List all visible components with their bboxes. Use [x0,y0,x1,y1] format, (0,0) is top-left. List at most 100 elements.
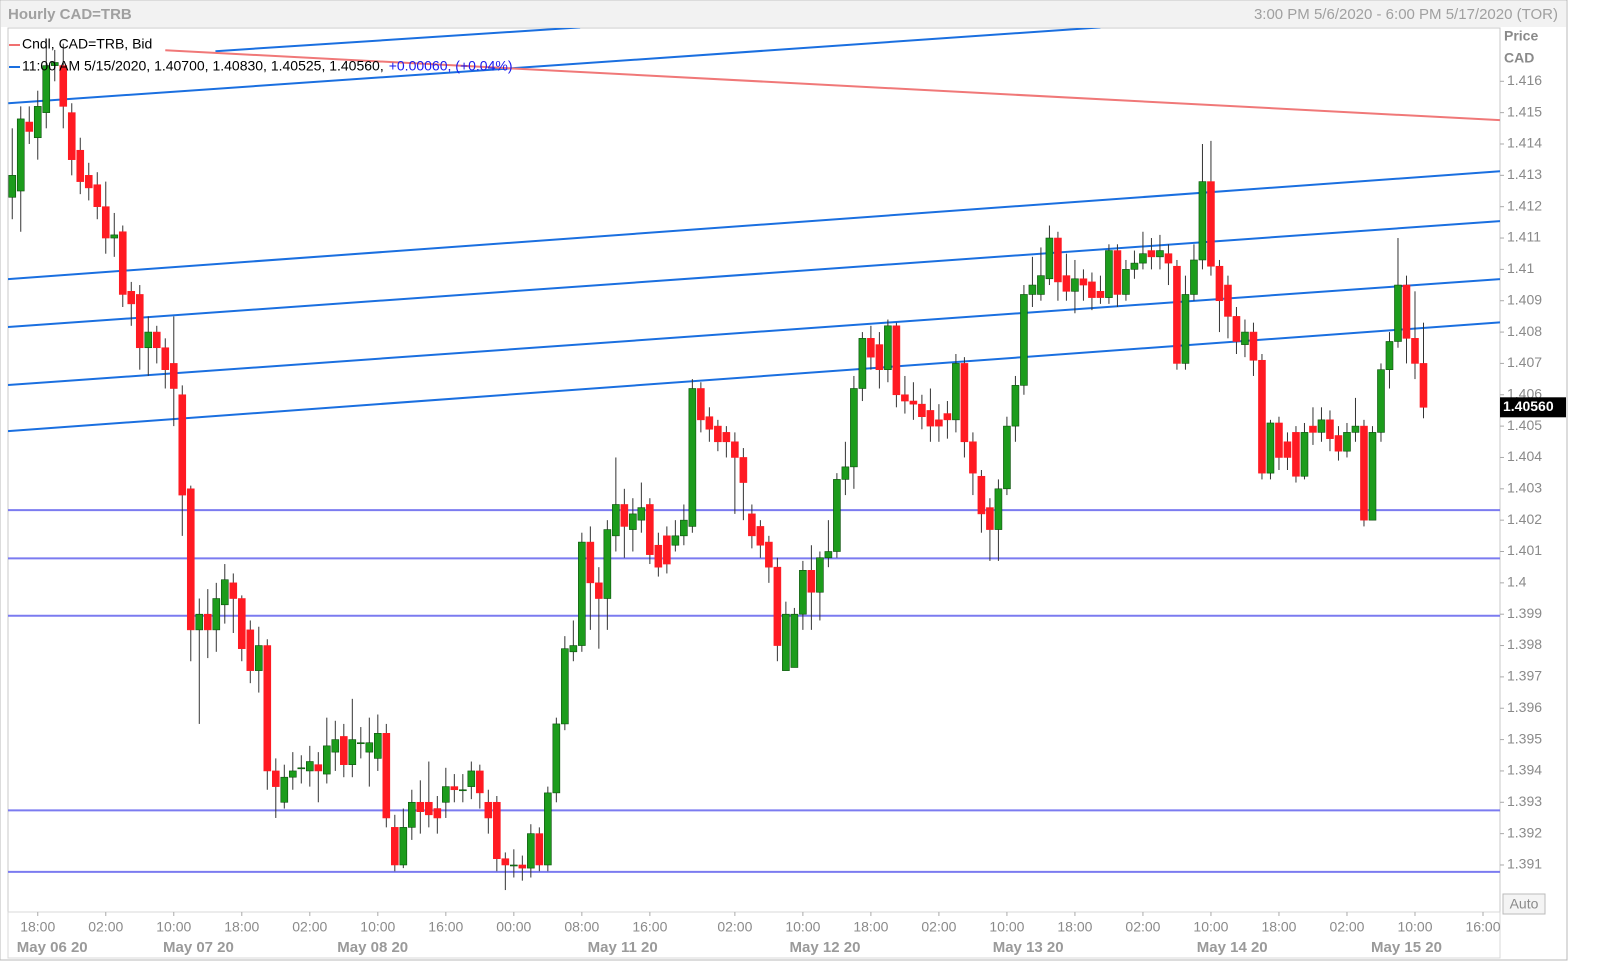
candle-body [552,723,561,794]
candle-body [884,325,892,370]
candle-body [135,294,144,349]
trend-line [165,49,1500,122]
candle-body [382,733,391,819]
y-tick-label: 1.409 [1507,291,1542,307]
candle-body [612,504,620,537]
chart-subtitle: 3:00 PM 5/6/2020 - 6:00 PM 5/17/2020 (TO… [1254,6,1558,23]
candle-body [654,544,663,568]
candle-body [229,582,238,599]
candle-body [1045,237,1054,280]
candle-body [1130,262,1139,270]
candle-body [943,413,952,421]
candle-body [161,347,170,370]
auto-button-label[interactable]: Auto [1510,896,1539,912]
candle-body [1139,253,1147,264]
candle-body [50,62,59,66]
x-date-label: May 14 20 [1197,939,1268,956]
candle-body [433,808,442,819]
last-price-label: 1.40560 [1503,398,1554,414]
candle-body [357,742,365,745]
x-tick-label: 16:00 [1465,919,1500,935]
candle-body [510,864,518,867]
y-tick-label: 1.404 [1507,448,1542,464]
candle-body [841,466,850,480]
legend-name: Cndl, CAD=TRB, Bid [22,36,152,52]
candle-body [1037,275,1045,295]
x-tick-label: 18:00 [1261,919,1296,935]
auto-button[interactable] [1502,893,1546,915]
candle-body [118,231,127,295]
candle-body [1020,294,1028,386]
candle-body [416,801,425,812]
candle-body [918,403,926,418]
candle-body [365,742,374,753]
candle-body [1292,432,1300,477]
x-date-label: May 08 20 [337,939,408,956]
x-tick-label: 18:00 [224,919,259,935]
x-tick-label: 10:00 [989,919,1024,935]
candle-body [1385,341,1394,370]
candle-body [288,770,297,778]
candle-body [569,645,578,653]
candle-body [1360,425,1368,521]
legend-readout: 11:00 AM 5/15/2020, 1.40700, 1.40830, 1.… [22,58,384,74]
y-tick-label: 1.411 [1507,229,1541,245]
candle-body [1232,316,1241,342]
header-bar [1,1,1566,27]
x-date-label: May 07 20 [163,939,234,956]
candle-body [1164,253,1173,264]
x-date-label: May 13 20 [993,939,1064,956]
candle-body [1317,419,1326,433]
candle-body [306,761,314,772]
y-tick-label: 1.415 [1507,103,1542,119]
candle-body [892,325,901,396]
candle-body [1207,181,1215,267]
y-axis-label: Price [1504,28,1538,44]
x-tick-label: 02:00 [292,919,327,935]
candle-body [1411,338,1419,364]
candle-body [1394,284,1402,342]
candle-body [1326,419,1334,439]
candle-body [875,344,884,370]
candle-body [527,833,535,869]
y-tick-label: 1.414 [1507,135,1542,151]
candle-body [501,858,510,866]
x-date-label: May 11 20 [588,939,658,956]
candle-body [237,598,246,649]
y-tick-label: 1.398 [1507,636,1542,652]
candle-body [620,504,629,527]
candle-body [254,645,263,671]
candle-body [603,529,612,599]
chart-title: Hourly CAD=TRB [8,6,132,23]
candle-body [1402,284,1411,339]
candle-body [459,789,467,792]
candle-body [1343,432,1351,452]
candle-body [442,786,450,803]
candle-body [867,338,875,358]
y-tick-label: 1.396 [1507,699,1542,715]
candle-body [1003,425,1011,490]
candle-body [152,331,161,349]
candle-body [59,65,68,107]
candle-body [297,767,306,770]
y-tick-label: 1.403 [1507,480,1542,496]
candle-body [824,551,833,559]
candle-body [425,801,433,816]
candle-body [901,394,909,402]
candle-body [127,291,136,305]
x-tick-label: 02:00 [921,919,956,935]
candle-body [1011,385,1020,427]
plot-area [7,27,1501,913]
candle-body [1241,331,1249,345]
candle-body [960,363,969,443]
candle-body [84,175,93,189]
candle-body [314,764,323,772]
candle-body [348,739,357,765]
candle-body [731,441,739,458]
candle-body [280,776,289,803]
x-tick-label: 02:00 [1125,919,1160,935]
candle-body [374,733,382,759]
y-tick-label: 1.413 [1507,166,1542,182]
candle-body [1198,181,1207,261]
candle-body [16,118,25,192]
